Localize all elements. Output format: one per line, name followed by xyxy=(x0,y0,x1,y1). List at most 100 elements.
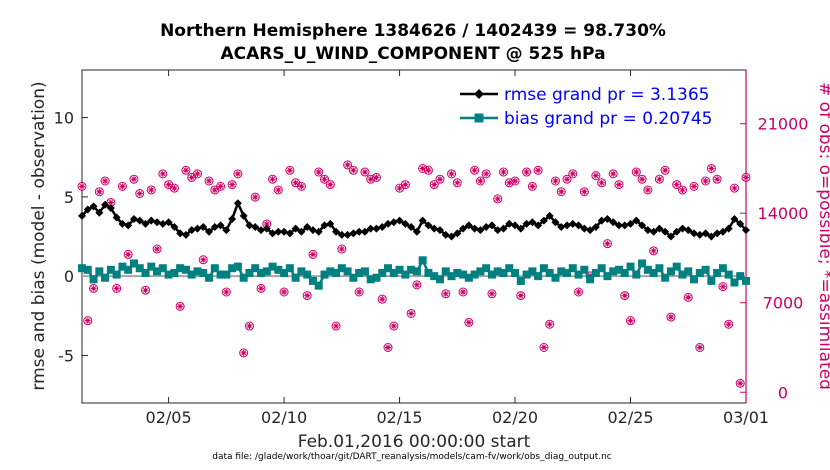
obs-possible-marker xyxy=(117,181,127,191)
obs-possible-marker xyxy=(348,165,358,175)
obs-possible-marker xyxy=(718,282,728,292)
obs-possible-marker xyxy=(296,181,306,191)
obs-possible-marker xyxy=(666,312,676,322)
obs-assimilated-marker xyxy=(113,285,120,292)
y-axis-right-ticks: 21000 14000 7000 0 xyxy=(740,70,808,403)
obs-possible-marker xyxy=(729,183,739,193)
obs-assimilated-marker xyxy=(194,170,201,177)
obs-assimilated-marker xyxy=(714,176,721,183)
obs-assimilated-marker xyxy=(685,294,692,301)
obs-assimilated-marker xyxy=(188,174,195,181)
bias-marker xyxy=(233,262,242,271)
bias-marker xyxy=(528,267,537,276)
obs-possible-marker xyxy=(701,176,711,186)
rmse-marker xyxy=(435,226,444,235)
obs-possible-marker xyxy=(447,169,457,179)
rmse-marker xyxy=(707,232,716,241)
obs-possible-marker xyxy=(112,283,122,293)
obs-assimilated-marker xyxy=(569,170,576,177)
obs-possible-marker xyxy=(550,176,560,186)
rmse-marker xyxy=(453,229,462,238)
obs-possible-marker xyxy=(712,174,722,184)
obs-assimilated-marker xyxy=(223,289,230,295)
rmse-marker xyxy=(280,227,289,236)
rmse-marker xyxy=(499,224,508,233)
bias-marker xyxy=(574,270,583,279)
bias-marker xyxy=(736,272,745,281)
bias-marker xyxy=(274,265,283,274)
rmse-marker xyxy=(141,219,150,228)
obs-possible-marker xyxy=(464,317,474,327)
obs-possible-marker xyxy=(343,160,353,170)
bias-marker xyxy=(256,268,265,277)
rmse-marker xyxy=(95,208,104,217)
rmse-marker xyxy=(742,226,750,235)
rmse-marker xyxy=(378,222,387,231)
rmse-marker xyxy=(482,222,491,231)
obs-possible-marker xyxy=(94,187,104,197)
obs-assimilated-marker xyxy=(633,169,640,176)
obs-possible-marker xyxy=(204,176,214,186)
obs-assimilated-marker xyxy=(535,167,542,174)
y-left-tick-label: -5 xyxy=(58,346,74,365)
rmse-marker xyxy=(522,219,531,228)
bias-marker xyxy=(493,267,502,276)
obs-assimilated-marker xyxy=(148,186,155,193)
obs-assimilated-marker xyxy=(304,292,311,299)
bias-marker xyxy=(337,264,346,273)
bias-marker xyxy=(193,267,202,276)
bias-marker xyxy=(516,276,525,285)
obs-assimilated-marker xyxy=(356,289,363,295)
bias-marker xyxy=(360,267,369,276)
bias-marker xyxy=(655,264,664,273)
bias-marker xyxy=(430,272,439,281)
bias-marker xyxy=(228,264,237,273)
rmse-marker xyxy=(118,219,127,228)
rmse-marker xyxy=(459,224,468,233)
obs-possible-marker xyxy=(441,289,451,299)
rmse-marker xyxy=(112,213,121,222)
rmse-marker xyxy=(355,227,364,236)
obs-possible-marker xyxy=(533,165,543,175)
rmse-marker xyxy=(534,221,543,230)
obs-assimilated-marker xyxy=(679,186,686,193)
rmse-marker xyxy=(389,218,398,227)
obs-possible-marker xyxy=(268,174,278,184)
bias-marker xyxy=(285,264,294,273)
data-file-footnote: data file: /glade/work/thoar/git/DART_re… xyxy=(212,452,612,462)
obs-assimilated-marker xyxy=(286,167,293,174)
bias-marker xyxy=(545,268,554,277)
bias-marker xyxy=(129,259,138,268)
bias-marker xyxy=(216,270,225,279)
y-axis-left-label: rmse and bias (model - observation) xyxy=(29,81,49,390)
rmse-marker xyxy=(591,222,600,231)
obs-assimilated-marker xyxy=(500,169,507,176)
obs-possible-marker xyxy=(250,192,260,202)
obs-possible-marker xyxy=(579,187,589,197)
bias-marker xyxy=(349,273,358,282)
bias-marker xyxy=(384,264,393,273)
obs-possible-marker xyxy=(677,185,687,195)
obs-assimilated-marker xyxy=(315,169,322,176)
bias-marker xyxy=(707,276,716,285)
obs-assimilated-marker xyxy=(546,321,553,328)
y-axis-left-ticks: 10 5 0 -5 xyxy=(54,109,88,365)
obs-possible-marker xyxy=(320,174,330,184)
obs-assimilated-marker xyxy=(494,195,501,202)
obs-possible-marker xyxy=(516,291,526,301)
obs-assimilated-marker xyxy=(229,181,236,188)
bias-marker xyxy=(95,267,104,276)
obs-assimilated-marker xyxy=(598,179,605,186)
rmse-marker xyxy=(430,224,439,233)
bias-marker xyxy=(724,270,733,279)
obs-assimilated-marker xyxy=(257,285,264,292)
bias-marker xyxy=(112,270,121,279)
obs-possible-marker xyxy=(568,169,578,179)
rmse-marker xyxy=(684,226,693,235)
bias-marker xyxy=(684,267,693,276)
obs-possible-marker xyxy=(175,301,185,311)
x-tick-label: 03/01 xyxy=(723,408,769,427)
rmse-marker xyxy=(447,232,456,241)
obs-assimilated-marker xyxy=(506,179,513,186)
chart-title-line2: ACARS_U_WIND_COMPONENT @ 525 hPa xyxy=(220,44,605,64)
